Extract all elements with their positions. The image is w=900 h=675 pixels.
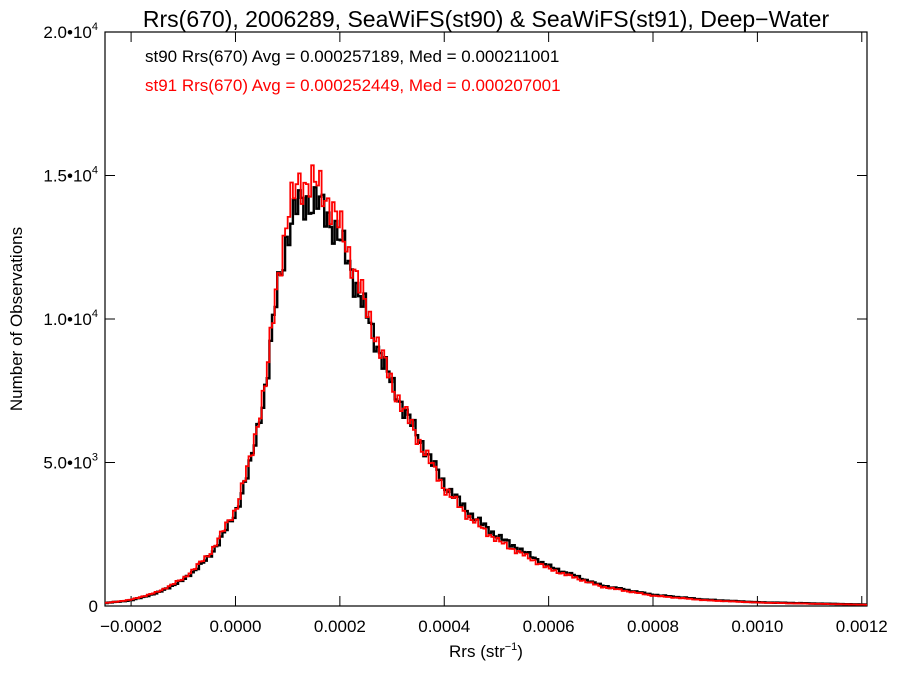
x-tick-label: 0.0010 — [731, 617, 783, 636]
y-tick-label-base: 5.0•10 — [43, 454, 92, 473]
series-line-0 — [105, 186, 867, 606]
x-tick-label: −0.0002 — [100, 617, 162, 636]
y-tick-label: 1.5•104 — [43, 165, 98, 186]
stat-annotation-st90: st90 Rrs(670) Avg = 0.000257189, Med = 0… — [145, 47, 559, 66]
x-axis-ticks: −0.0002 0.0000 0.0002 0.0004 0.0006 0.0008 0.0… — [100, 32, 888, 636]
series-layer — [105, 164, 867, 606]
x-tick-label: 0.0002 — [314, 617, 366, 636]
x-tick-label: 0.0012 — [836, 617, 888, 636]
series-line-1 — [105, 164, 867, 606]
y-tick-label-exponent: 3 — [92, 452, 98, 464]
x-tick-label: 0.0004 — [418, 617, 470, 636]
chart-title: Rrs(670), 2006289, SeaWiFS(st90) & SeaWi… — [143, 6, 830, 32]
x-axis-label: Rrs (str−1) — [449, 641, 523, 661]
y-tick-label-base: 0 — [89, 597, 98, 616]
y-tick-label-base: 1.5•10 — [43, 167, 92, 186]
x-tick-label: 0.0008 — [627, 617, 679, 636]
x-axis-label-main: Rrs (str — [449, 642, 505, 661]
y-tick-label-base: 1.0•10 — [43, 310, 92, 329]
y-tick-label-base: 2.0•10 — [43, 23, 92, 42]
y-tick-label-exponent: 4 — [92, 165, 98, 177]
plot-frame — [104, 31, 868, 607]
y-tick-label-exponent: 4 — [92, 21, 98, 33]
x-axis-label-close: ) — [517, 642, 523, 661]
y-tick-label: 5.0•103 — [43, 452, 98, 473]
x-axis-label-exponent: −1 — [505, 641, 518, 653]
y-tick-label: 1.0•104 — [43, 308, 98, 329]
y-tick-label: 0 — [89, 597, 98, 616]
x-tick-label: 0.0006 — [523, 617, 575, 636]
y-axis-label: Number of Observations — [7, 227, 26, 411]
y-tick-label: 2.0•104 — [43, 21, 98, 42]
x-tick-label: 0.0000 — [209, 617, 261, 636]
stat-annotation-st91: st91 Rrs(670) Avg = 0.000252449, Med = 0… — [145, 76, 561, 95]
y-tick-label-exponent: 4 — [92, 308, 98, 320]
